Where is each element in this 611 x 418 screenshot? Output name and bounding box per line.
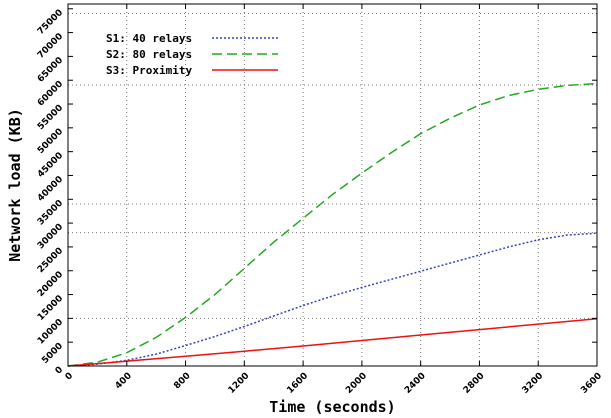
y-tick-label-3: 15000: [36, 294, 65, 323]
tick-group: 0500010000150002000025000300003500040000…: [36, 4, 604, 396]
series-line-3: [67, 318, 598, 367]
x-tick-label-9: 3600: [579, 371, 604, 396]
x-tick-label-0: 0: [64, 371, 76, 383]
y-tick-label-10: 50000: [36, 127, 65, 156]
legend-label-2: S2: 80 relays: [106, 48, 192, 61]
y-tick-label-14: 70000: [36, 32, 65, 61]
y-tick-label-4: 20000: [36, 270, 65, 299]
x-tick-label-6: 2400: [403, 371, 428, 396]
y-tick-label-7: 35000: [36, 198, 65, 227]
y-tick-label-0: 0: [54, 365, 66, 377]
y-tick-label-2: 10000: [36, 317, 65, 346]
y-tick-label-8: 40000: [36, 175, 65, 204]
grid: [68, 4, 597, 366]
x-tick-label-1: 400: [114, 371, 134, 391]
legend: S1: 40 relays S2: 80 relays S3: Proximity: [106, 32, 278, 77]
y-tick-label-12: 60000: [36, 79, 65, 108]
y-axis-title: Network load (KB): [6, 108, 24, 262]
y-tick-label-9: 45000: [36, 151, 65, 180]
x-tick-label-8: 3200: [521, 371, 546, 396]
plot-frame: [67, 3, 598, 367]
legend-label-1: S1: 40 relays: [106, 32, 192, 45]
legend-label-3: S3: Proximity: [106, 64, 192, 77]
y-tick-label-6: 30000: [36, 222, 65, 251]
x-tick-label-7: 2800: [462, 371, 487, 396]
series-group: [67, 82, 598, 367]
y-tick-label-11: 55000: [36, 103, 65, 132]
x-axis-title: Time (seconds): [269, 398, 395, 416]
y-tick-label-15: 75000: [36, 8, 65, 37]
x-tick-label-5: 2000: [344, 371, 369, 396]
y-tick-label-13: 65000: [36, 55, 65, 84]
series-line-2: [67, 82, 598, 367]
series-line-1: [67, 232, 598, 367]
y-tick-label-5: 25000: [36, 246, 65, 275]
x-tick-label-4: 1600: [285, 371, 310, 396]
x-tick-label-2: 800: [172, 371, 192, 391]
x-tick-label-3: 1200: [227, 371, 252, 396]
